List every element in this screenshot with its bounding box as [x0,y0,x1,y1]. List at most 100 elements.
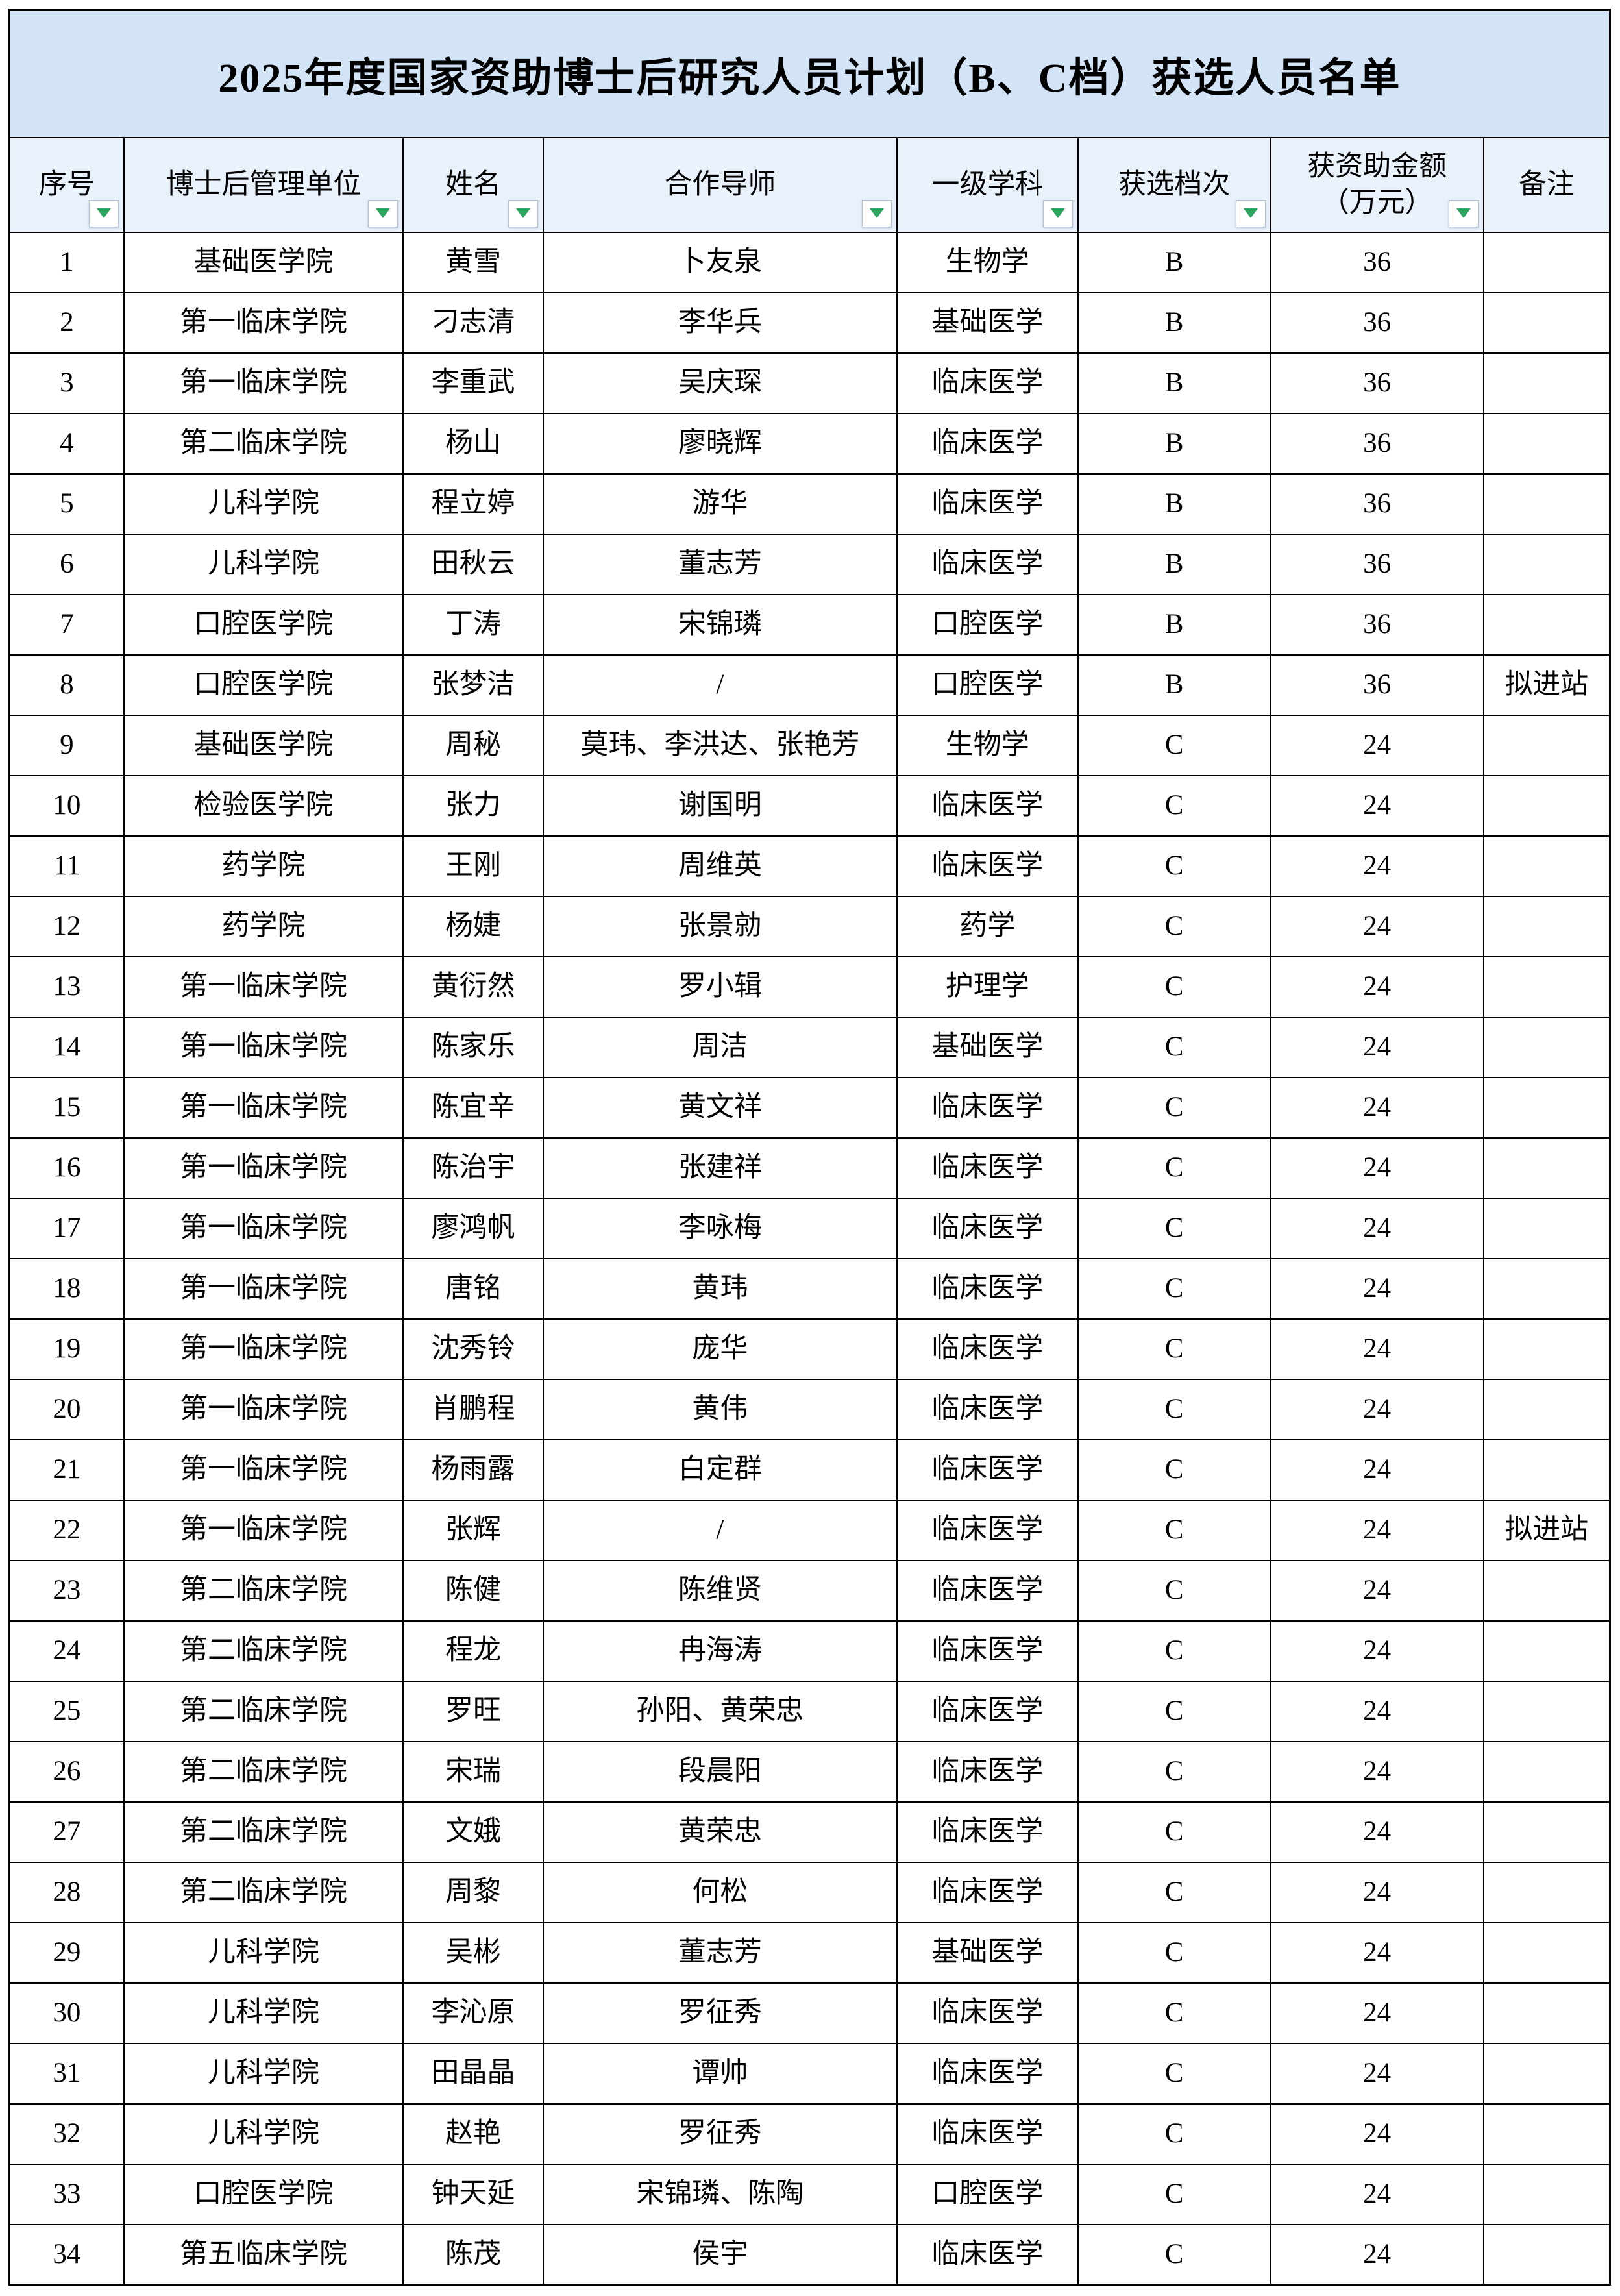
mentor-cell: 何松 [542,1861,898,1923]
discipline-cell: 临床医学 [896,2103,1079,2165]
name-cell: 程立婷 [402,473,544,535]
row-number-cell: 29 [8,1921,125,1984]
column-header-row: 序号 博士后管理单位 姓名 合作导师 一级学科 获选档次 获资助金额 （万元） 备注 [8,136,1611,233]
discipline-cell: 临床医学 [896,1257,1079,1320]
discipline-cell: 生物学 [896,231,1079,293]
amount-cell: 24 [1270,1257,1484,1320]
name-cell: 李沁原 [402,1982,544,2044]
amount-cell: 24 [1270,1982,1484,2044]
row-number-cell: 28 [8,1861,125,1923]
tier-cell: C [1077,774,1271,837]
table-row: 21 第一临床学院 杨雨露 白定群 临床医学 C 24 [8,1438,1611,1501]
mentor-cell: 段晨阳 [542,1740,898,1803]
row-number-cell: 7 [8,593,125,656]
remark-cell: 拟进站 [1482,1499,1611,1561]
amount-cell: 24 [1270,1137,1484,1199]
management-unit-cell: 药学院 [123,835,404,897]
remark-cell [1482,533,1611,595]
name-cell: 宋瑞 [402,1740,544,1803]
remark-cell [1482,2223,1611,2286]
management-unit-cell: 口腔医学院 [123,2163,404,2225]
name-cell: 杨婕 [402,895,544,957]
filter-dropdown-button[interactable] [88,199,119,227]
name-cell: 沈秀铃 [402,1318,544,1380]
filter-dropdown-button[interactable] [1042,199,1073,227]
name-cell: 吴彬 [402,1921,544,1984]
management-unit-cell: 第一临床学院 [123,352,404,414]
row-number-cell: 27 [8,1801,125,1863]
tier-cell: B [1077,412,1271,475]
mentor-cell: 罗小辑 [542,956,898,1018]
mentor-cell: 张景勍 [542,895,898,957]
row-number-cell: 16 [8,1137,125,1199]
amount-cell: 36 [1270,593,1484,656]
discipline-cell: 临床医学 [896,2223,1079,2286]
name-cell: 黄衍然 [402,956,544,1018]
remark-cell [1482,1197,1611,1259]
row-number-cell: 13 [8,956,125,1018]
remark-cell [1482,714,1611,776]
mentor-cell: 庞华 [542,1318,898,1380]
amount-cell: 24 [1270,1378,1484,1440]
column-header-1: 博士后管理单位 [123,136,404,233]
remark-cell [1482,774,1611,837]
management-unit-cell: 第二临床学院 [123,412,404,475]
table-row: 20 第一临床学院 肖鹏程 黄伟 临床医学 C 24 [8,1378,1611,1440]
management-unit-cell: 儿科学院 [123,533,404,595]
amount-cell: 24 [1270,774,1484,837]
remark-cell [1482,1016,1611,1078]
mentor-cell: 李咏梅 [542,1197,898,1259]
tier-cell: C [1077,1559,1271,1622]
table-row: 22 第一临床学院 张辉 / 临床医学 C 24 拟进站 [8,1499,1611,1561]
amount-cell: 24 [1270,1740,1484,1803]
amount-cell: 24 [1270,1680,1484,1742]
remark-cell [1482,2042,1611,2105]
discipline-cell: 临床医学 [896,412,1079,475]
table-row: 6 儿科学院 田秋云 董志芳 临床医学 B 36 [8,533,1611,595]
amount-cell: 24 [1270,1076,1484,1139]
amount-cell: 24 [1270,835,1484,897]
amount-cell: 24 [1270,2223,1484,2286]
management-unit-cell: 第二临床学院 [123,1740,404,1803]
row-number-cell: 8 [8,654,125,716]
table-row: 7 口腔医学院 丁涛 宋锦璘 口腔医学 B 36 [8,593,1611,656]
row-number-cell: 33 [8,2163,125,2225]
column-header-label: 获选档次 [1118,169,1231,200]
title-row: 2025年度国家资助博士后研究人员计划（B、C档）获选人员名单 [8,9,1611,138]
tier-cell: B [1077,291,1271,354]
mentor-cell: 黄玮 [542,1257,898,1320]
discipline-cell: 临床医学 [896,1620,1079,1682]
filter-dropdown-button[interactable] [368,199,399,227]
table-row: 26 第二临床学院 宋瑞 段晨阳 临床医学 C 24 [8,1740,1611,1803]
discipline-cell: 临床医学 [896,1861,1079,1923]
filter-dropdown-button[interactable] [1448,199,1479,227]
tier-cell: C [1077,2042,1271,2105]
name-cell: 钟天延 [402,2163,544,2225]
table-row: 14 第一临床学院 陈家乐 周洁 基础医学 C 24 [8,1016,1611,1078]
filter-dropdown-button[interactable] [1235,199,1266,227]
discipline-cell: 基础医学 [896,1016,1079,1078]
filter-dropdown-button[interactable] [508,199,538,227]
tier-cell: C [1077,1620,1271,1682]
management-unit-cell: 第二临床学院 [123,1680,404,1742]
row-number-cell: 11 [8,835,125,897]
filter-dropdown-button[interactable] [861,199,892,227]
name-cell: 文娥 [402,1801,544,1863]
name-cell: 周黎 [402,1861,544,1923]
discipline-cell: 临床医学 [896,533,1079,595]
postdoc-roster-table: 2025年度国家资助博士后研究人员计划（B、C档）获选人员名单 序号 博士后管理单… [8,9,1611,2286]
tier-cell: C [1077,2163,1271,2225]
discipline-cell: 临床医学 [896,473,1079,535]
discipline-cell: 口腔医学 [896,2163,1079,2225]
amount-cell: 36 [1270,291,1484,354]
table-row: 32 儿科学院 赵艳 罗征秀 临床医学 C 24 [8,2103,1611,2165]
tier-cell: C [1077,835,1271,897]
remark-cell [1482,956,1611,1018]
row-number-cell: 17 [8,1197,125,1259]
management-unit-cell: 基础医学院 [123,231,404,293]
amount-cell: 36 [1270,473,1484,535]
tier-cell: C [1077,2223,1271,2286]
name-cell: 周秘 [402,714,544,776]
discipline-cell: 护理学 [896,956,1079,1018]
tier-cell: C [1077,714,1271,776]
